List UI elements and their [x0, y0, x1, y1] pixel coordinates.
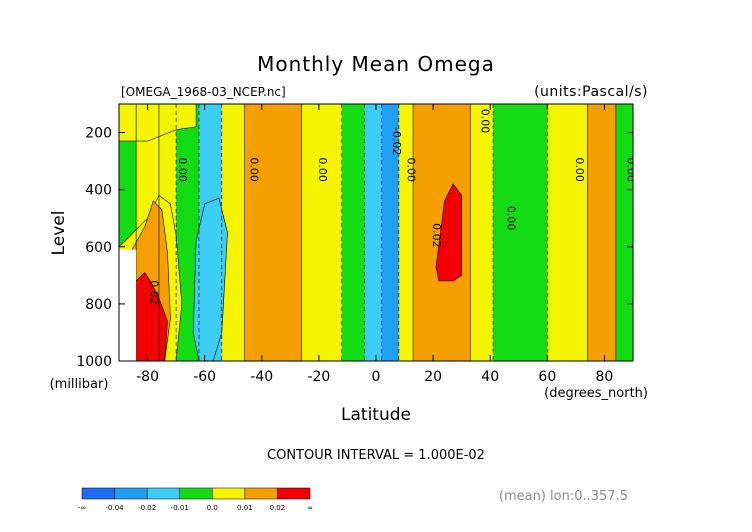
plot-area: 0.00 0.00 0.00-0.020.000.020.000.000.00 0.0… [119, 104, 637, 361]
footnote: (mean) lon:0..357.5 [499, 489, 628, 504]
x-tick-label: 40 [481, 369, 499, 385]
colorbar-label: -0.02 [138, 504, 156, 512]
x-tick-label: 0 [372, 369, 381, 385]
colorbar-swatch [114, 487, 148, 500]
units-label: (units:Pascal/s) [534, 84, 648, 100]
x-tick-label: -20 [307, 369, 330, 385]
chart-title: Monthly Mean Omega [257, 52, 495, 76]
colorbar-label: -0.01 [171, 504, 189, 512]
contour-label: 0.00 [624, 157, 637, 182]
contour-label: 0.00 [316, 157, 329, 182]
value-band [470, 104, 494, 361]
contour-label: 0.02 [147, 280, 160, 305]
contour-label: 0.00 [247, 157, 260, 182]
colorbar: -∞ -0.04 -0.02 -0.01 0.0 0.01 0.02 ∞ [78, 487, 313, 512]
x-axis-unit: (degrees_north) [544, 386, 648, 401]
value-band [547, 104, 588, 361]
x-tick-label: -60 [193, 369, 216, 385]
contour-region [119, 104, 197, 142]
y-axis-label: Level [49, 211, 69, 256]
x-tick-label: -40 [250, 369, 273, 385]
y-tick-label: 200 [85, 126, 112, 142]
contour-region [192, 197, 228, 361]
contour-label: 0.00 [479, 109, 492, 134]
y-tick-label: 800 [85, 297, 112, 313]
contour-label: -0.02 [390, 127, 403, 155]
x-axis-label: Latitude [341, 405, 411, 425]
value-band [587, 104, 616, 361]
x-tick-label: 60 [538, 369, 556, 385]
axis-ticks: -80 -60 -40 -20 0 20 40 60 80 200 400 600 800 1000 [76, 104, 633, 385]
file-label: [OMEGA_1968-03_NCEP.nc] [121, 85, 286, 99]
masked-region [119, 249, 137, 361]
colorbar-swatch [146, 487, 180, 500]
y-tick-label: 1000 [76, 354, 112, 370]
colorbar-label: 0.01 [237, 504, 253, 512]
colorbar-label: ∞ [307, 504, 313, 512]
x-tick-label: 20 [424, 369, 442, 385]
value-band [221, 104, 245, 361]
contour-label: 0.00 [573, 157, 586, 182]
x-tick-label: 80 [596, 369, 614, 385]
y-tick-label: 400 [85, 183, 112, 199]
colorbar-label: 0.02 [270, 504, 286, 512]
colorbar-label: 0.0 [207, 504, 218, 512]
colorbar-swatch [81, 487, 115, 500]
value-band [364, 104, 382, 361]
value-band [301, 104, 342, 361]
y-axis-unit: (millibar) [50, 377, 109, 392]
contour-label: 0.02 [430, 223, 443, 248]
value-band [381, 104, 399, 361]
value-band [615, 104, 633, 361]
value-band [398, 104, 414, 361]
contour-region [435, 183, 463, 282]
contour-region [135, 272, 168, 361]
value-band [493, 104, 548, 361]
colorbar-swatch [179, 487, 213, 500]
value-band [176, 104, 199, 361]
value-band [244, 104, 302, 361]
colorbar-swatch [277, 487, 311, 500]
colorbar-label: -∞ [78, 504, 86, 512]
colorbar-swatch [212, 487, 246, 500]
colorbar-label: -0.04 [106, 504, 125, 512]
contour-label: 0.00 [504, 206, 517, 231]
value-band [341, 104, 365, 361]
x-tick-label: -80 [136, 369, 159, 385]
contour-label: 0.00 [404, 157, 417, 182]
colorbar-swatch [244, 487, 278, 500]
y-tick-label: 600 [85, 240, 112, 256]
contour-interval-text: CONTOUR INTERVAL = 1.000E-02 [267, 448, 485, 463]
contour-label: 0.00 [176, 157, 189, 182]
